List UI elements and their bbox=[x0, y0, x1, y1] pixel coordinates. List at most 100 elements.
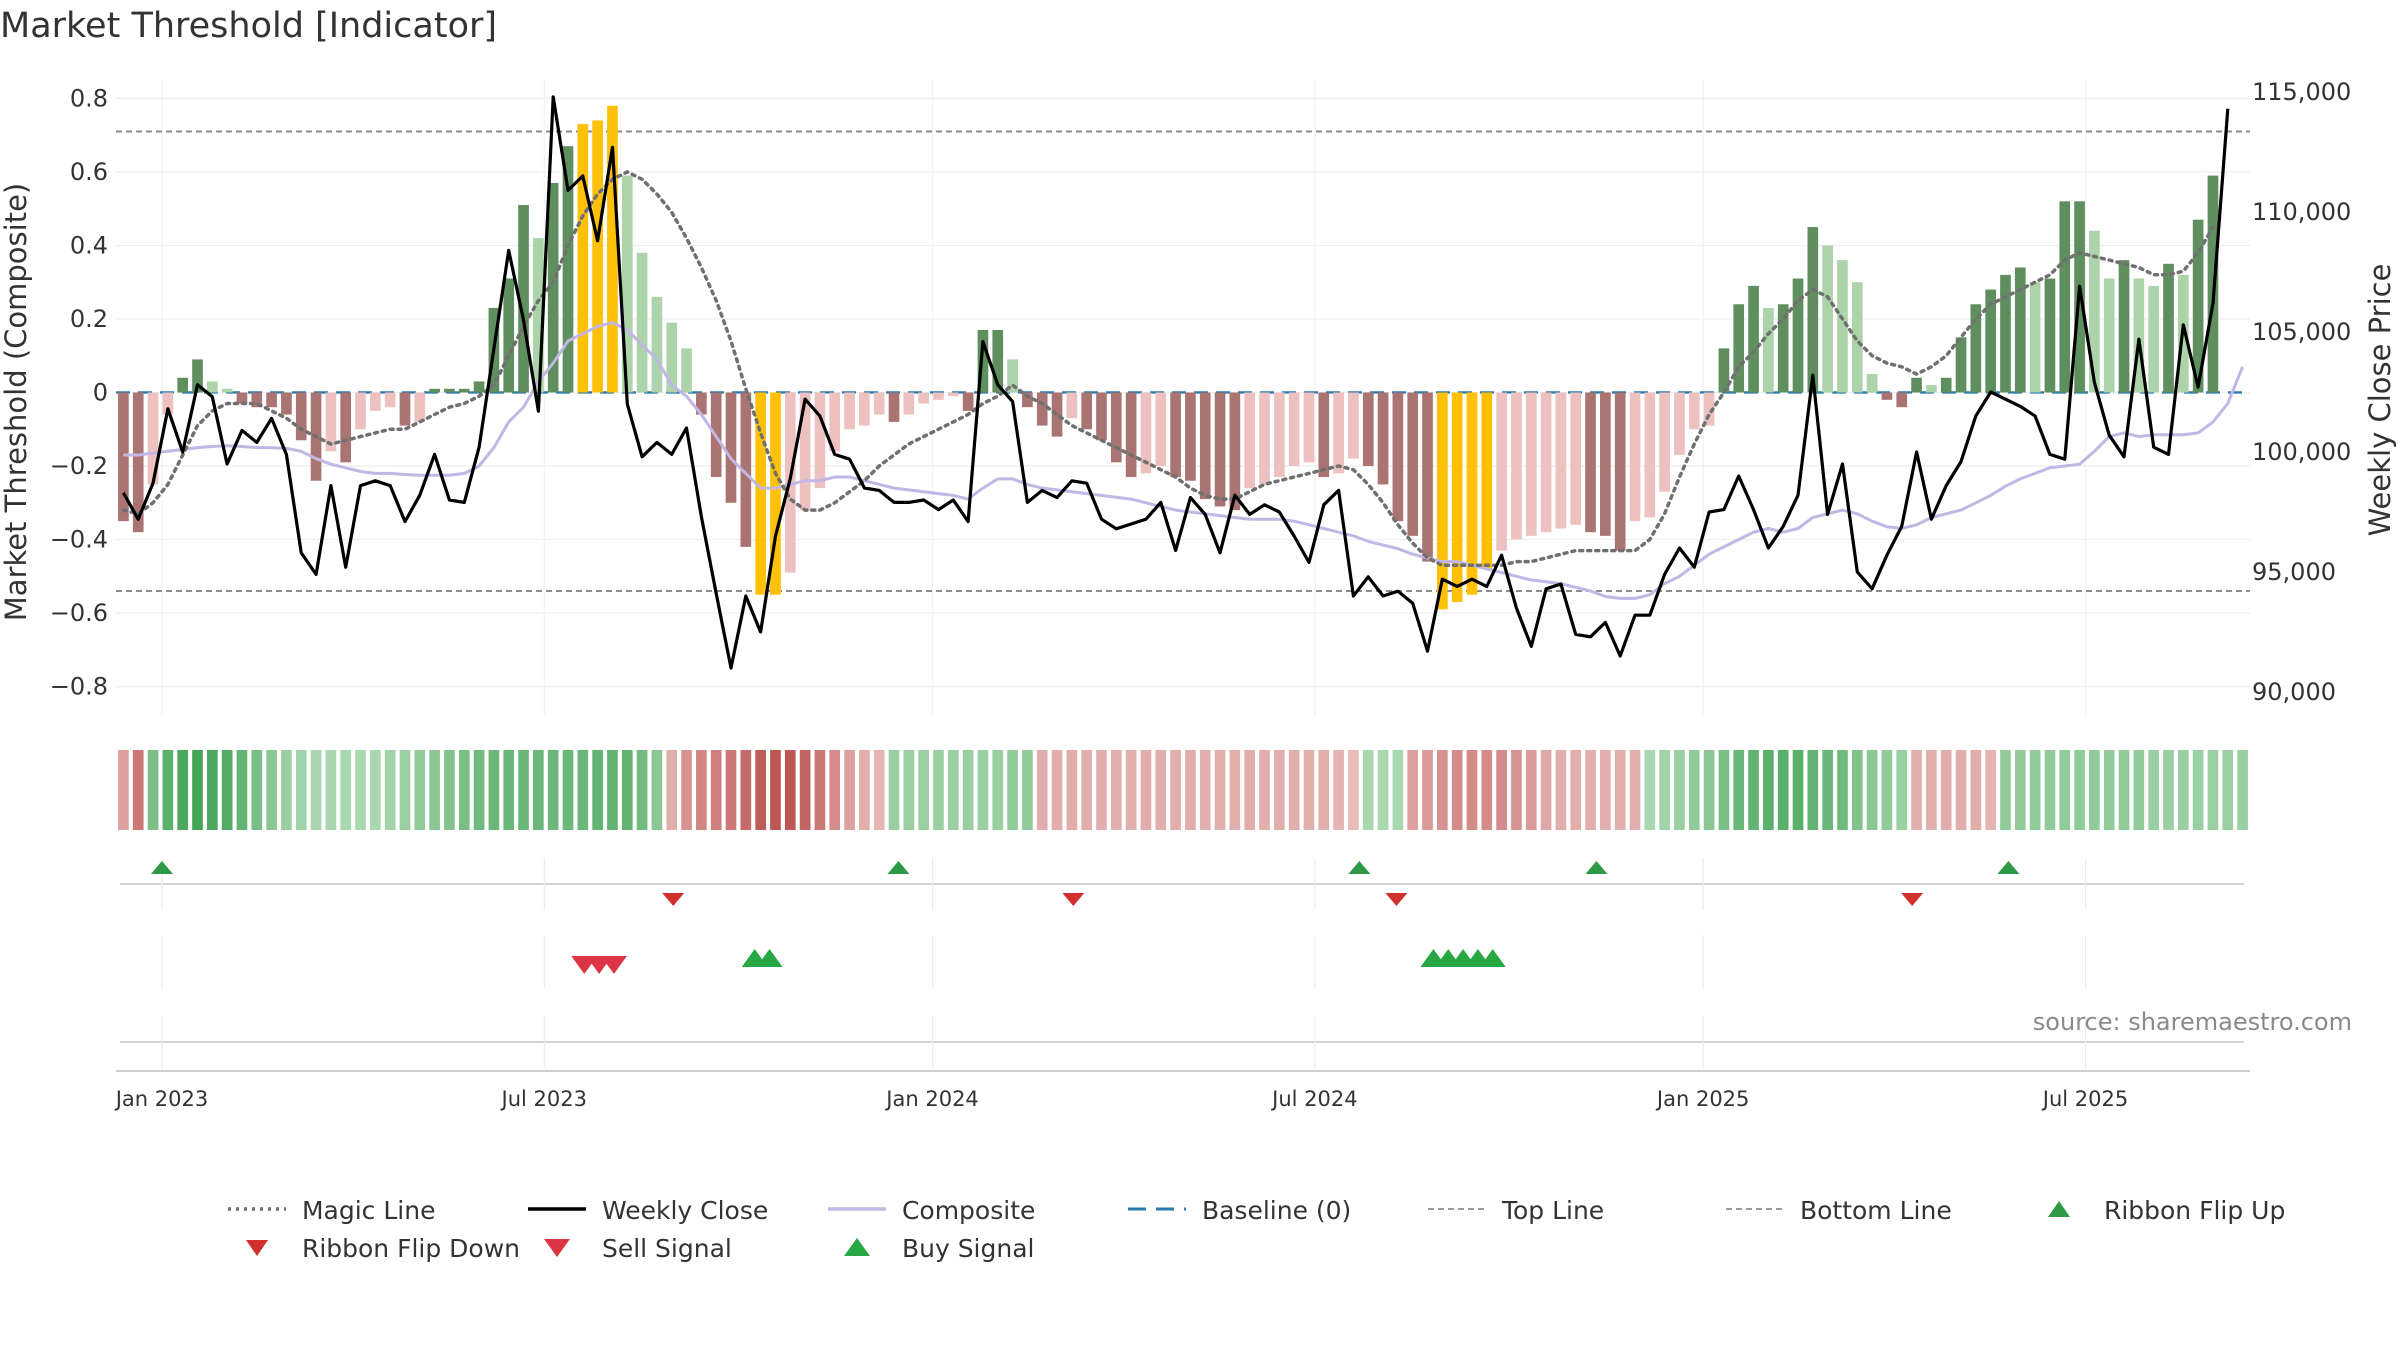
composite-bar bbox=[503, 278, 515, 393]
ribbon-flip-down-marker bbox=[1385, 893, 1408, 906]
y-tick-left-label: −0.6 bbox=[50, 599, 108, 627]
grid-lines bbox=[116, 80, 2250, 716]
ribbon-cell bbox=[295, 750, 307, 830]
ribbon-cell bbox=[1940, 750, 1952, 830]
composite-bar bbox=[177, 377, 189, 393]
composite-bar bbox=[1881, 392, 1893, 400]
ribbon-cell bbox=[859, 750, 870, 830]
ribbon-cell bbox=[1792, 750, 1804, 830]
composite-bar bbox=[1437, 392, 1448, 610]
ribbon-cell bbox=[1985, 750, 1996, 830]
ribbon-cell bbox=[888, 750, 900, 830]
ribbon-cell bbox=[1822, 750, 1833, 830]
ribbon-cell bbox=[2089, 750, 2100, 830]
ribbon-cell bbox=[1214, 750, 1226, 830]
composite-bar bbox=[1822, 245, 1833, 393]
composite-bar bbox=[1688, 392, 1700, 430]
ribbon-cell bbox=[1955, 750, 1967, 830]
composite-bar bbox=[473, 381, 485, 393]
composite-bar bbox=[1940, 377, 1952, 393]
ribbon-cell bbox=[1496, 750, 1507, 830]
composite-bar bbox=[1911, 377, 1922, 393]
ribbon-flip-up-marker bbox=[150, 861, 173, 874]
composite-bar bbox=[992, 329, 1004, 393]
magic-line bbox=[121, 169, 2215, 568]
y-tick-right-label: 105,000 bbox=[2252, 318, 2351, 346]
ribbon-cell bbox=[2163, 750, 2174, 830]
ribbon-cell bbox=[1140, 750, 1152, 830]
composite-bar bbox=[1926, 385, 1937, 393]
composite-bar bbox=[251, 392, 263, 408]
composite-bar bbox=[947, 392, 959, 397]
ribbon-cell bbox=[1051, 750, 1063, 830]
ribbon-cell bbox=[621, 750, 633, 830]
y-tick-left-label: −0.4 bbox=[50, 526, 108, 554]
ribbon-cell bbox=[1273, 750, 1285, 830]
ribbon-cell bbox=[132, 750, 144, 830]
composite-bar bbox=[562, 146, 574, 393]
ribbon-cell bbox=[503, 750, 515, 830]
ribbon-cell bbox=[962, 750, 974, 830]
composite-bar bbox=[2148, 285, 2160, 393]
ribbon-strip bbox=[118, 750, 2248, 830]
composite-bar bbox=[370, 392, 381, 411]
legend-item-buy-signal: Buy Signal bbox=[828, 1234, 1035, 1263]
ribbon-cell bbox=[1837, 750, 1848, 830]
ribbon-cell bbox=[2059, 750, 2071, 830]
ribbon-flip-up-marker bbox=[1585, 861, 1608, 874]
ribbon-cell bbox=[1777, 750, 1789, 830]
composite-bar bbox=[236, 392, 248, 404]
composite-bar bbox=[2014, 267, 2026, 393]
ribbon-flip-down-marker bbox=[1062, 893, 1085, 906]
ribbon-cell bbox=[1022, 750, 1033, 830]
ribbon-cell bbox=[577, 750, 589, 830]
composite-bar bbox=[547, 182, 559, 393]
y-tick-right-label: 115,000 bbox=[2252, 78, 2351, 106]
composite-bar bbox=[1036, 392, 1048, 426]
y-tick-left-label: −0.2 bbox=[50, 452, 108, 480]
ribbon-cell bbox=[710, 750, 722, 830]
y-tick-right-label: 110,000 bbox=[2252, 198, 2351, 226]
composite-bar bbox=[1229, 392, 1241, 511]
legend-label: Ribbon Flip Up bbox=[2103, 1196, 2286, 1225]
triangle-up-icon bbox=[844, 1238, 870, 1256]
ribbon-cell bbox=[1851, 750, 1863, 830]
y-tick-right-label: 95,000 bbox=[2252, 558, 2336, 586]
composite-bar bbox=[740, 392, 752, 547]
ribbon-cell bbox=[1036, 750, 1048, 830]
composite-bar bbox=[1066, 392, 1078, 419]
ribbon-cell bbox=[1600, 750, 1611, 830]
composite-bar bbox=[281, 392, 292, 415]
ribbon-cell bbox=[547, 750, 559, 830]
legend-bottom-line-swatch bbox=[1726, 1208, 1784, 1210]
ribbon-cell bbox=[533, 750, 544, 830]
composite-bar bbox=[577, 124, 589, 393]
y-tick-left-label: 0.2 bbox=[70, 305, 108, 333]
composite-bar bbox=[1422, 392, 1433, 562]
composite-bar bbox=[1748, 285, 1759, 393]
ribbon-cell bbox=[236, 750, 248, 830]
ribbon-cell bbox=[1288, 750, 1300, 830]
buy-signal-marker bbox=[756, 949, 783, 967]
composite-bar bbox=[266, 392, 277, 408]
composite-bar bbox=[1451, 392, 1463, 603]
composite-bar bbox=[696, 392, 707, 415]
ribbon-cell bbox=[1585, 750, 1596, 830]
ribbon-flip-down-marker bbox=[662, 893, 685, 906]
composite-bar bbox=[1585, 392, 1596, 533]
ribbon-cell bbox=[1926, 750, 1937, 830]
ribbon-cell bbox=[488, 750, 500, 830]
composite-bar bbox=[1896, 392, 1908, 408]
ribbon-cell bbox=[384, 750, 396, 830]
ribbon-cell bbox=[1437, 750, 1448, 830]
ribbon-cell bbox=[1881, 750, 1893, 830]
composite-bar bbox=[2089, 230, 2100, 393]
composite-bar bbox=[533, 238, 544, 393]
composite-bar bbox=[1777, 304, 1789, 393]
composite-bar bbox=[592, 120, 603, 393]
composite-bar bbox=[414, 392, 426, 422]
ribbon-cell bbox=[1244, 750, 1256, 830]
ribbon-cell bbox=[1185, 750, 1196, 830]
composite-bar bbox=[2118, 260, 2130, 393]
composite-bar bbox=[2163, 263, 2174, 393]
